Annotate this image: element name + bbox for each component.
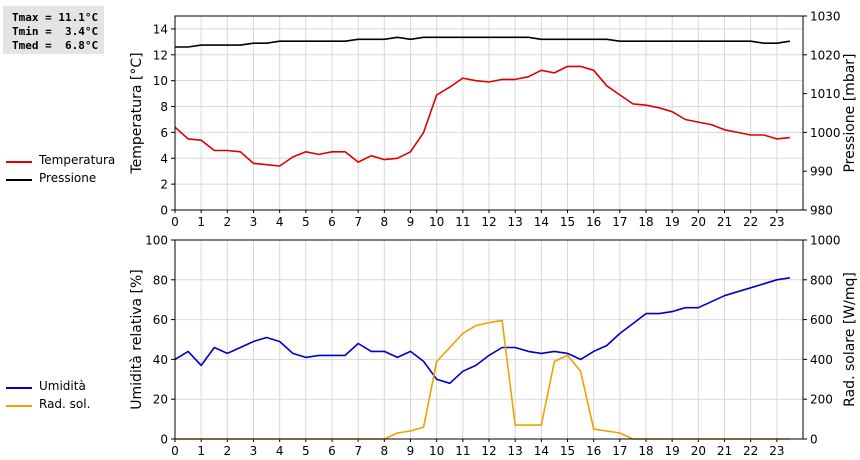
x-tick-label: 20 bbox=[691, 215, 706, 229]
x-tick-label: 16 bbox=[586, 444, 601, 458]
legend-label-temperatura: Temperatura bbox=[39, 153, 116, 167]
left-tick-label: 0 bbox=[160, 433, 168, 447]
right-tick-label: 990 bbox=[810, 165, 833, 179]
plot-frame bbox=[174, 15, 804, 211]
right-tick-label: 1010 bbox=[810, 87, 841, 101]
left-tick-label: 0 bbox=[160, 204, 168, 218]
left-tick-label: 2 bbox=[160, 178, 168, 192]
x-tick-label: 0 bbox=[171, 444, 179, 458]
x-tick-label: 19 bbox=[665, 444, 680, 458]
x-tick-label: 10 bbox=[429, 215, 444, 229]
x-tick-label: 19 bbox=[665, 215, 680, 229]
x-tick-label: 7 bbox=[354, 215, 362, 229]
left-axis-label: Temperatura [°C] bbox=[129, 52, 145, 174]
right-tick-label: 200 bbox=[810, 393, 833, 407]
chart-humidity-solar: 0 1 2 3 4 5 6 7 8 9 10 11 12 13 14 15 16 17 18 19 20 21 22 2302… bbox=[129, 234, 858, 459]
x-tick-label: 9 bbox=[407, 444, 415, 458]
x-tick-label: 20 bbox=[691, 444, 706, 458]
x-tick-label: 23 bbox=[769, 215, 784, 229]
x-tick-label: 10 bbox=[429, 444, 444, 458]
stat-tmed: Tmed = 6.8°C bbox=[12, 39, 99, 52]
x-tick-label: 17 bbox=[612, 444, 627, 458]
x-tick-label: 9 bbox=[407, 215, 415, 229]
stat-tmax: Tmax = 11.1°C bbox=[12, 11, 99, 24]
x-tick-label: 1 bbox=[197, 444, 205, 458]
left-tick-label: 6 bbox=[160, 126, 168, 140]
left-axis-label: Umidità relativa [%] bbox=[129, 269, 145, 410]
x-tick-label: 14 bbox=[534, 215, 549, 229]
series-line-umidita bbox=[174, 277, 791, 385]
x-tick-label: 7 bbox=[354, 444, 362, 458]
x-tick-label: 6 bbox=[328, 444, 336, 458]
x-tick-label: 16 bbox=[586, 215, 601, 229]
x-tick-label: 21 bbox=[717, 215, 732, 229]
x-tick-label: 18 bbox=[638, 444, 653, 458]
series-line-pressione bbox=[175, 36, 791, 48]
x-tick-label: 8 bbox=[381, 215, 389, 229]
right-axis-label: Rad. solare [W/mq] bbox=[842, 272, 858, 407]
legend-swatch-rad-sol bbox=[6, 405, 32, 407]
plot-frame bbox=[174, 239, 804, 440]
x-tick-label: 11 bbox=[455, 444, 470, 458]
left-tick-label: 10 bbox=[153, 74, 168, 88]
x-tick-label: 8 bbox=[381, 444, 389, 458]
x-tick-label: 13 bbox=[508, 215, 523, 229]
x-tick-label: 23 bbox=[769, 444, 784, 458]
right-tick-label: 1020 bbox=[810, 48, 841, 62]
x-tick-label: 0 bbox=[171, 215, 179, 229]
x-tick-label: 4 bbox=[276, 444, 284, 458]
legend-label-pressione: Pressione bbox=[39, 171, 97, 185]
stat-tmin: Tmin = 3.4°C bbox=[12, 25, 99, 38]
x-tick-label: 18 bbox=[638, 215, 653, 229]
x-tick-label: 3 bbox=[250, 444, 258, 458]
right-axis-label: Pressione [mbar] bbox=[842, 53, 858, 172]
right-tick-label: 1030 bbox=[810, 10, 841, 24]
x-tick-label: 5 bbox=[302, 444, 310, 458]
x-tick-label: 2 bbox=[224, 444, 232, 458]
x-tick-label: 21 bbox=[717, 444, 732, 458]
left-tick-label: 40 bbox=[153, 353, 168, 367]
x-tick-label: 13 bbox=[508, 444, 523, 458]
right-tick-label: 1000 bbox=[810, 234, 841, 248]
x-tick-label: 12 bbox=[481, 215, 496, 229]
x-tick-label: 17 bbox=[612, 215, 627, 229]
x-tick-label: 11 bbox=[455, 215, 470, 229]
right-tick-label: 0 bbox=[810, 433, 818, 447]
right-tick-label: 800 bbox=[810, 273, 833, 287]
chart-temperature-pressure: 0 1 2 3 4 5 6 7 8 9 10 11 12 13 14 15 16 17 18 19 20 21 22 2302… bbox=[129, 10, 858, 230]
left-tick-label: 80 bbox=[153, 273, 168, 287]
x-tick-label: 22 bbox=[743, 444, 758, 458]
left-tick-label: 12 bbox=[153, 48, 168, 62]
left-tick-label: 60 bbox=[153, 313, 168, 327]
right-tick-label: 980 bbox=[810, 204, 833, 218]
x-tick-label: 1 bbox=[197, 215, 205, 229]
x-tick-label: 6 bbox=[328, 215, 336, 229]
x-tick-label: 4 bbox=[276, 215, 284, 229]
x-tick-label: 12 bbox=[481, 444, 496, 458]
x-tick-label: 5 bbox=[302, 215, 310, 229]
stats-box: Tmax = 11.1°C Tmin = 3.4°C Tmed = 6.8°C bbox=[3, 6, 104, 54]
left-tick-label: 4 bbox=[160, 152, 168, 166]
x-tick-label: 2 bbox=[224, 215, 232, 229]
x-tick-label: 22 bbox=[743, 215, 758, 229]
left-tick-label: 14 bbox=[153, 22, 168, 36]
left-tick-label: 8 bbox=[160, 100, 168, 114]
legend-swatch-temperatura bbox=[6, 161, 32, 163]
x-tick-label: 14 bbox=[534, 444, 549, 458]
legend-label-umidita: Umidità bbox=[39, 379, 86, 393]
legend-label-rad-sol: Rad. sol. bbox=[39, 397, 91, 411]
series-line-temperatura bbox=[174, 65, 790, 167]
right-tick-label: 1000 bbox=[810, 126, 841, 140]
right-tick-label: 400 bbox=[810, 353, 833, 367]
left-tick-label: 100 bbox=[145, 234, 168, 248]
left-tick-label: 20 bbox=[153, 393, 168, 407]
legend-swatch-umidita bbox=[6, 387, 32, 389]
x-tick-label: 15 bbox=[560, 215, 575, 229]
x-tick-label: 15 bbox=[560, 444, 575, 458]
right-tick-label: 600 bbox=[810, 313, 833, 327]
legend-swatch-pressione bbox=[6, 179, 32, 181]
x-tick-label: 3 bbox=[250, 215, 258, 229]
